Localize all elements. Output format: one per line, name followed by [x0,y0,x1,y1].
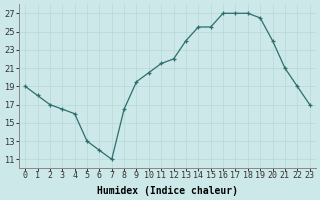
X-axis label: Humidex (Indice chaleur): Humidex (Indice chaleur) [97,186,238,196]
